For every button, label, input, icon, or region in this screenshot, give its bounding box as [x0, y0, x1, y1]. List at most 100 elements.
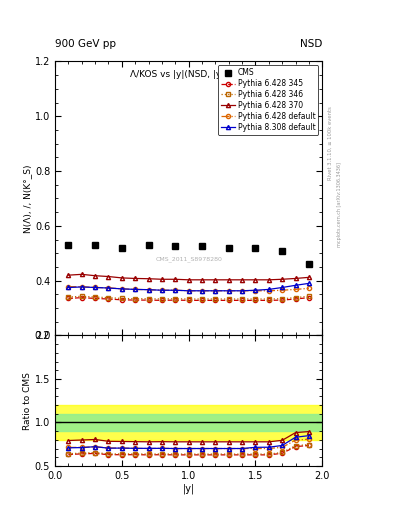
- Line: Pythia 6.428 346: Pythia 6.428 346: [66, 294, 311, 301]
- Pythia 6.428 346: [93, 294, 97, 300]
- Pythia 6.428 370: [106, 273, 111, 280]
- Pythia 6.428 370: [66, 272, 71, 278]
- Pythia 6.428 default: [226, 288, 231, 294]
- Pythia 6.428 346: [173, 295, 178, 302]
- Pythia 6.428 370: [79, 271, 84, 278]
- CMS: [200, 243, 204, 249]
- CMS: [307, 261, 311, 267]
- Pythia 6.428 370: [266, 277, 271, 283]
- Pythia 6.428 346: [213, 296, 218, 302]
- Line: Pythia 8.308 default: Pythia 8.308 default: [66, 281, 311, 293]
- Pythia 8.308 default: [173, 287, 178, 293]
- Pythia 8.308 default: [186, 288, 191, 294]
- Legend: CMS, Pythia 6.428 345, Pythia 6.428 346, Pythia 6.428 370, Pythia 6.428 default,: CMS, Pythia 6.428 345, Pythia 6.428 346,…: [218, 65, 318, 135]
- Pythia 6.428 345: [200, 297, 204, 304]
- Line: Pythia 6.428 370: Pythia 6.428 370: [66, 272, 311, 282]
- Pythia 6.428 370: [307, 274, 311, 281]
- Pythia 8.308 default: [200, 288, 204, 294]
- Pythia 6.428 346: [280, 295, 285, 302]
- Pythia 6.428 345: [173, 297, 178, 303]
- Pythia 6.428 370: [133, 275, 138, 282]
- Pythia 6.428 345: [307, 294, 311, 301]
- Pythia 6.428 345: [280, 297, 285, 303]
- Pythia 8.308 default: [293, 282, 298, 288]
- Pythia 6.428 default: [213, 288, 218, 294]
- Pythia 8.308 default: [79, 284, 84, 290]
- Pythia 6.428 346: [66, 294, 71, 300]
- Pythia 6.428 345: [186, 297, 191, 304]
- Pythia 6.428 370: [293, 275, 298, 282]
- Pythia 8.308 default: [93, 285, 97, 291]
- Pythia 8.308 default: [226, 288, 231, 294]
- Text: 900 GeV pp: 900 GeV pp: [55, 38, 116, 49]
- Pythia 6.428 default: [240, 288, 244, 294]
- Pythia 6.428 370: [280, 276, 285, 282]
- Pythia 6.428 370: [146, 275, 151, 282]
- Pythia 6.428 default: [253, 288, 258, 294]
- Pythia 6.428 default: [66, 284, 71, 290]
- Pythia 8.308 default: [146, 287, 151, 293]
- Pythia 6.428 346: [119, 295, 124, 302]
- Pythia 6.428 345: [93, 295, 97, 302]
- Pythia 6.428 345: [79, 294, 84, 301]
- Pythia 6.428 346: [133, 295, 138, 302]
- Pythia 6.428 370: [213, 277, 218, 283]
- Bar: [55, 414, 322, 431]
- Pythia 6.428 default: [146, 287, 151, 293]
- CMS: [119, 245, 124, 251]
- Pythia 6.428 346: [106, 294, 111, 301]
- Pythia 8.308 default: [133, 286, 138, 292]
- Y-axis label: Ratio to CMS: Ratio to CMS: [23, 372, 32, 430]
- CMS: [146, 242, 151, 248]
- Pythia 6.428 default: [186, 288, 191, 294]
- Pythia 6.428 345: [266, 297, 271, 304]
- Pythia 6.428 346: [240, 296, 244, 302]
- Pythia 6.428 346: [186, 296, 191, 302]
- Pythia 6.428 default: [280, 287, 285, 293]
- Line: Pythia 6.428 345: Pythia 6.428 345: [66, 295, 311, 303]
- Bar: [55, 405, 322, 440]
- CMS: [173, 243, 178, 249]
- Pythia 6.428 346: [200, 296, 204, 302]
- Pythia 8.308 default: [266, 286, 271, 292]
- Pythia 8.308 default: [253, 287, 258, 293]
- Pythia 8.308 default: [213, 288, 218, 294]
- Pythia 6.428 default: [79, 284, 84, 290]
- Pythia 6.428 346: [146, 295, 151, 302]
- Pythia 6.428 345: [106, 296, 111, 302]
- Pythia 8.308 default: [307, 280, 311, 286]
- Pythia 6.428 default: [160, 287, 164, 293]
- Pythia 6.428 370: [226, 277, 231, 283]
- CMS: [93, 242, 97, 248]
- Pythia 6.428 default: [133, 286, 138, 292]
- Pythia 6.428 370: [119, 275, 124, 281]
- CMS: [226, 245, 231, 251]
- Pythia 6.428 default: [106, 285, 111, 291]
- Text: mcplots.cern.ch [arXiv:1306.3436]: mcplots.cern.ch [arXiv:1306.3436]: [337, 162, 342, 247]
- Text: Λ/KOS vs |y|(NSD, |y| < 2): Λ/KOS vs |y|(NSD, |y| < 2): [130, 70, 247, 79]
- Pythia 6.428 345: [293, 296, 298, 302]
- Pythia 6.428 345: [160, 297, 164, 304]
- Text: CMS_2011_S8978280: CMS_2011_S8978280: [155, 256, 222, 262]
- Pythia 6.428 345: [66, 295, 71, 302]
- X-axis label: |y|: |y|: [182, 483, 195, 494]
- Pythia 6.428 345: [240, 297, 244, 304]
- Pythia 6.428 370: [93, 272, 97, 279]
- Pythia 6.428 default: [119, 286, 124, 292]
- Line: Pythia 6.428 default: Pythia 6.428 default: [66, 285, 311, 293]
- Pythia 6.428 370: [240, 277, 244, 283]
- Pythia 6.428 default: [200, 288, 204, 294]
- CMS: [280, 247, 285, 253]
- Pythia 6.428 default: [93, 285, 97, 291]
- Pythia 6.428 346: [293, 294, 298, 301]
- Pythia 6.428 346: [266, 296, 271, 302]
- Pythia 8.308 default: [106, 285, 111, 291]
- Line: CMS: CMS: [65, 242, 312, 267]
- Pythia 8.308 default: [240, 288, 244, 294]
- Y-axis label: N(Λ), /, N(K°_S): N(Λ), /, N(K°_S): [23, 164, 32, 232]
- Pythia 6.428 default: [293, 286, 298, 292]
- Pythia 6.428 345: [119, 297, 124, 303]
- Pythia 6.428 370: [253, 277, 258, 283]
- Pythia 6.428 370: [186, 277, 191, 283]
- Pythia 6.428 346: [253, 296, 258, 302]
